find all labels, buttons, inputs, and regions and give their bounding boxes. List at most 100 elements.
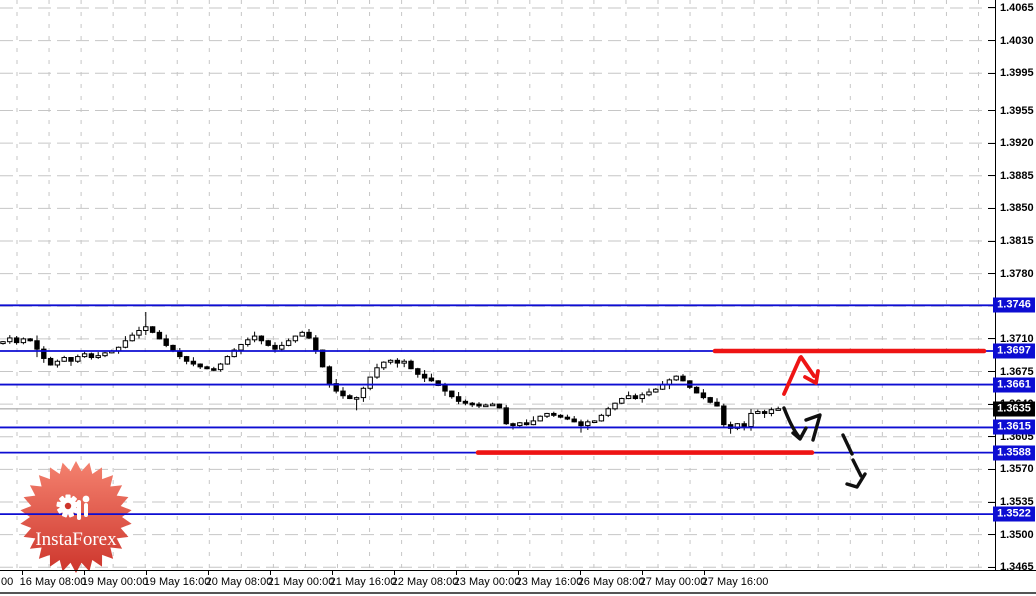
candle-body: [394, 359, 401, 364]
candle-body: [81, 353, 88, 358]
price-tick-label: 1.3815: [1000, 235, 1034, 247]
candle-body: [442, 384, 448, 392]
red-forecast-arrow-up[interactable]: [782, 356, 802, 396]
price-tick-label: 1.3710: [1000, 332, 1034, 345]
blue-price-flag: 1.3588: [993, 445, 1035, 461]
candle-body: [530, 420, 537, 426]
time-tick-mark: [146, 571, 147, 575]
candle-body: [54, 360, 61, 366]
price-tick-label: 1.3465: [1000, 561, 1034, 574]
candle-body: [211, 368, 217, 371]
candle-body: [551, 412, 557, 416]
price-tick-mark: [988, 338, 995, 340]
candle-body: [537, 415, 543, 422]
candle-body: [483, 404, 489, 408]
candle-body: [299, 331, 305, 337]
candle-body: [34, 340, 40, 350]
candle-body: [326, 366, 333, 385]
candle-body: [489, 403, 496, 407]
candle-body: [673, 375, 679, 381]
time-label: 16 May 08:00: [19, 576, 87, 588]
candle-body: [238, 343, 244, 351]
starburst-shape: [20, 461, 132, 573]
window-bottom-edge: [0, 592, 1036, 594]
price-tick-label: 1.3920: [1000, 137, 1034, 150]
candle-body: [163, 338, 169, 346]
candle-body: [347, 395, 353, 400]
price-tick-mark: [988, 534, 995, 536]
candle-body: [61, 357, 67, 362]
candle-body: [190, 360, 197, 365]
time-label: 27 May 16:00: [701, 576, 769, 588]
red-forecast-arrowhead[interactable]: [803, 369, 820, 385]
time-tick-mark: [394, 571, 395, 575]
time-tick-mark: [22, 571, 23, 575]
price-tick-mark: [988, 273, 995, 275]
black-bounce-hook[interactable]: [804, 413, 822, 442]
candle-body: [47, 357, 54, 366]
price-tick-mark: [988, 403, 995, 405]
candle-body: [557, 414, 564, 418]
candle-body: [768, 409, 775, 414]
price-tick-label: 1.4065: [1000, 1, 1034, 14]
candle-body: [272, 344, 278, 350]
instaforex-logo-text: InstaForex: [35, 529, 117, 550]
candle-body: [449, 390, 455, 398]
candle-body: [700, 392, 707, 399]
candle-body: [102, 352, 108, 357]
candles: [0, 311, 781, 434]
blue-price-flag: 1.3661: [993, 377, 1035, 393]
candle-body: [761, 411, 768, 414]
time-label: 23 May 00:00: [453, 576, 521, 588]
price-tick-label: 1.3850: [1000, 202, 1034, 215]
candle-body: [775, 408, 781, 411]
candle-body: [367, 376, 373, 389]
candle-body: [251, 335, 258, 341]
black-arrow-down-2a[interactable]: [841, 433, 854, 456]
black-arrowhead-1[interactable]: [791, 426, 808, 441]
candle-body: [353, 397, 360, 400]
red-forecast-arrow-down[interactable]: [799, 355, 816, 378]
candle-body: [258, 335, 265, 342]
candle-body: [285, 340, 292, 346]
price-tick-label: 1.3500: [1000, 528, 1034, 541]
price-tick-mark: [988, 371, 995, 372]
time-label: 26 May 08:00: [577, 576, 645, 588]
candle-body: [564, 416, 571, 420]
candle-body: [129, 334, 135, 342]
candle-body: [727, 424, 734, 429]
black-arrowhead-2[interactable]: [845, 472, 867, 489]
candle-body: [721, 405, 727, 426]
black-arrow-down-2b[interactable]: [851, 458, 863, 478]
time-tick-mark: [642, 571, 643, 575]
candle-body: [476, 403, 482, 407]
candle-body: [306, 331, 312, 339]
candle-body: [415, 368, 421, 375]
candle-body: [381, 361, 387, 369]
candle-body: [13, 337, 20, 344]
price-tick-mark: [988, 40, 995, 42]
price-tick-mark: [988, 566, 995, 568]
time-label: 21 May 00:00: [267, 576, 335, 588]
candle-body: [734, 423, 741, 429]
time-label: 22 May 08:00: [391, 576, 459, 588]
candle-body: [95, 355, 101, 359]
candle-body: [585, 421, 591, 427]
fork-icon: [77, 495, 90, 520]
candle-body: [653, 388, 659, 393]
time-tick-mark: [270, 571, 271, 575]
candle-body: [20, 338, 27, 344]
candle-body: [408, 360, 414, 370]
candle-body: [598, 414, 605, 422]
time-axis-line: [0, 570, 1036, 571]
candle-body: [510, 423, 516, 427]
price-tick-label: 1.3780: [1000, 267, 1034, 280]
candle-body: [544, 412, 550, 417]
candle-body: [122, 340, 129, 348]
candle-body: [88, 353, 95, 359]
candle-body: [639, 394, 645, 400]
candle-body: [707, 397, 713, 403]
candle-body: [217, 363, 224, 371]
